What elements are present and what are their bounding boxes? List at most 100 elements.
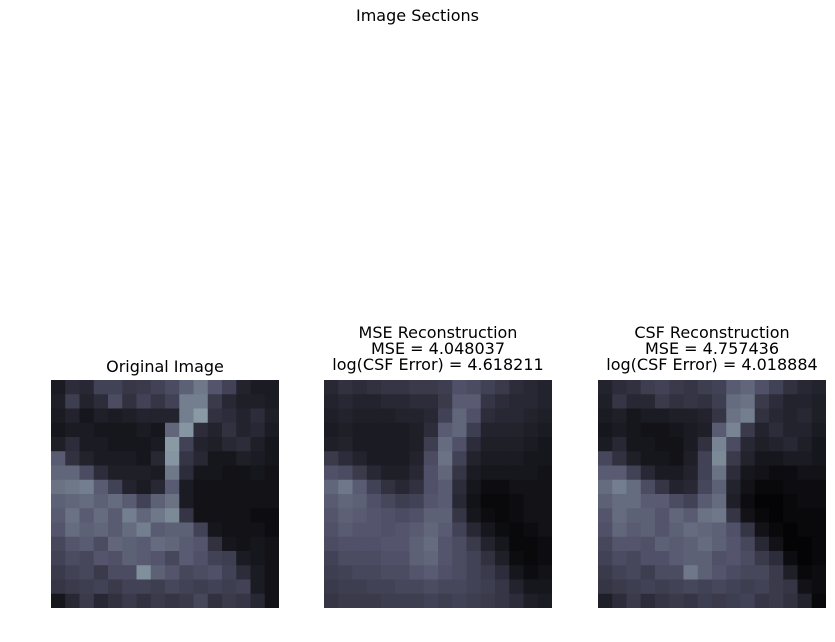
heatmap-cell (480, 508, 496, 523)
heatmap-cell (640, 522, 656, 538)
heatmap-cell (740, 380, 756, 395)
heatmap-cell (236, 479, 251, 495)
heatmap-cell (726, 551, 741, 566)
heatmap-cell (655, 437, 670, 452)
heatmap-cell (797, 579, 813, 595)
heatmap-cell (466, 451, 482, 466)
heatmap-cell (222, 380, 237, 395)
heatmap-cell (236, 551, 251, 566)
heatmap-cell (352, 494, 368, 509)
heatmap-cell (598, 394, 613, 409)
heatmap-cell (509, 508, 524, 523)
heatmap-cell (395, 508, 410, 523)
heatmap-cell (769, 479, 784, 495)
heatmap-cell (495, 551, 510, 566)
heatmap-cell (754, 451, 770, 466)
heatmap-cell (409, 536, 425, 552)
heatmap-cell (395, 494, 410, 509)
heatmap-cell (537, 451, 552, 466)
heatmap-cell (523, 522, 539, 538)
heatmap-cell (108, 465, 123, 481)
heatmap-cell (537, 465, 552, 481)
heatmap-cell (179, 536, 194, 552)
heatmap-cell (207, 451, 223, 466)
heatmap-cell (783, 508, 798, 523)
heatmap-cell (769, 536, 784, 552)
heatmap-cell (740, 508, 756, 523)
heatmap-cell (452, 508, 467, 523)
heatmap-cell (381, 394, 396, 409)
heatmap-cell (150, 465, 166, 481)
heatmap-cell (452, 522, 467, 538)
heatmap-cell (381, 551, 396, 566)
heatmap-cell (179, 408, 194, 424)
heatmap-cell (193, 422, 209, 438)
heatmap-cell (655, 380, 670, 395)
heatmap-cell (352, 479, 368, 495)
heatmap-cell (712, 437, 727, 452)
heatmap-cell (179, 465, 194, 481)
heatmap-cell (324, 437, 339, 452)
heatmap-cell (352, 408, 368, 424)
heatmap-cell (79, 408, 95, 424)
heatmap-cell (51, 380, 66, 395)
heatmap-cell (655, 536, 670, 552)
heatmap-cell (352, 465, 368, 481)
heatmap-cell (466, 565, 482, 580)
heatmap-cell (683, 408, 699, 424)
heatmap-cell (811, 522, 826, 538)
heatmap-cell (250, 394, 266, 409)
heatmap-cell (381, 494, 396, 509)
heatmap-cell (640, 451, 656, 466)
heatmap-cell (93, 593, 109, 608)
heatmap-cell (65, 408, 80, 424)
heatmap-cell (79, 465, 95, 481)
heatmap-cell (726, 479, 741, 495)
heatmap-cell (352, 508, 368, 523)
heatmap-cell (783, 565, 798, 580)
heatmap-cell (811, 380, 826, 395)
heatmap-cell (250, 565, 266, 580)
heatmap-cell (769, 593, 784, 608)
heatmap-cell (754, 437, 770, 452)
heatmap-cell (495, 380, 510, 395)
heatmap-cell (466, 508, 482, 523)
heatmap-cell (395, 394, 410, 409)
heatmap-cell (324, 394, 339, 409)
heatmap-cell (712, 394, 727, 409)
heatmap-cell (797, 479, 813, 495)
heatmap-cell (366, 465, 382, 481)
heatmap-cell (150, 479, 166, 495)
heatmap-cell (640, 565, 656, 580)
heatmap-cell (466, 380, 482, 395)
heatmap-cell (366, 536, 382, 552)
heatmap-cell (136, 551, 152, 566)
heatmap-cell (697, 494, 713, 509)
heatmap-cell (655, 479, 670, 495)
heatmap-cell (381, 479, 396, 495)
heatmap-cell (79, 394, 95, 409)
heatmap-cell (452, 551, 467, 566)
heatmap-cell (193, 437, 209, 452)
heatmap-cell (193, 408, 209, 424)
heatmap-cell (324, 451, 339, 466)
heatmap-cell (523, 593, 539, 608)
heatmap-cell (51, 551, 66, 566)
heatmap-cell (740, 522, 756, 538)
heatmap-cell (726, 451, 741, 466)
heatmap-cell (797, 508, 813, 523)
heatmap-cell (409, 380, 425, 395)
heatmap-cell (165, 422, 180, 438)
heatmap-cell (438, 579, 453, 595)
heatmap-cell (65, 565, 80, 580)
heatmap-cell (726, 522, 741, 538)
heatmap-cell (136, 508, 152, 523)
heatmap-cell (409, 522, 425, 538)
heatmap-cell (207, 522, 223, 538)
heatmap-cell (495, 536, 510, 552)
heatmap-cell (523, 408, 539, 424)
heatmap-cell (683, 437, 699, 452)
heatmap-cell (438, 451, 453, 466)
heatmap-cell (65, 579, 80, 595)
heatmap-cell (51, 536, 66, 552)
